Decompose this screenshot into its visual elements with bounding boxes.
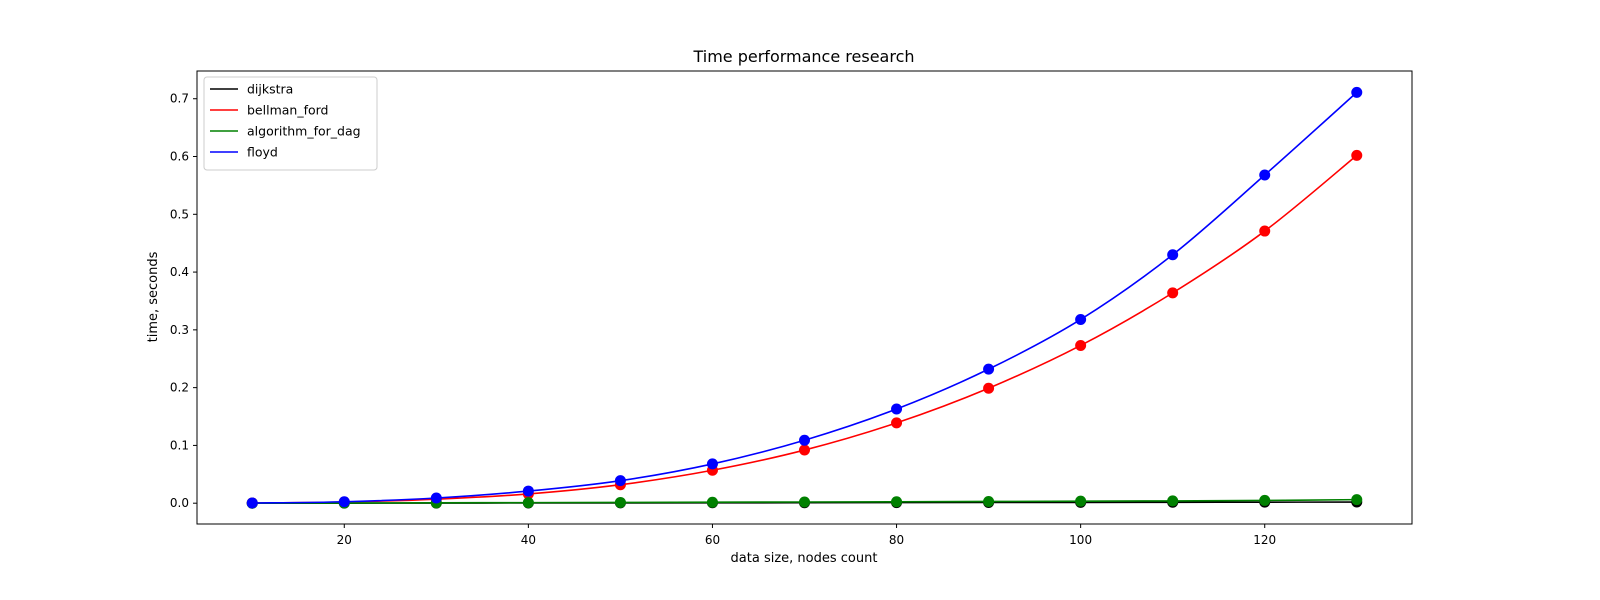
data-point-algorithm_for_dag-60: [706, 496, 718, 508]
y-tick-label: 0.0: [170, 496, 189, 510]
data-point-floyd-30: [430, 492, 442, 504]
data-point-bellman_ford-70: [799, 444, 810, 456]
x-axis-label: data size, nodes count: [731, 551, 878, 566]
data-point-floyd-110: [1167, 249, 1179, 261]
y-tick-label: 0.5: [170, 207, 189, 221]
plot-marks: [246, 86, 1363, 509]
x-tick-label: 100: [1069, 533, 1092, 547]
chart-title: Time performance research: [692, 47, 914, 66]
y-tick-label: 0.3: [170, 323, 189, 337]
data-point-bellman_ford-110: [1167, 287, 1179, 299]
data-point-floyd-40: [522, 485, 534, 497]
data-point-algorithm_for_dag-70: [799, 496, 810, 508]
legend-label-algorithm_for_dag: algorithm_for_dag: [247, 124, 361, 139]
legend: dijkstra bellman_ford algorithm_for_dagflo…: [203, 76, 378, 171]
legend-box: [203, 76, 378, 171]
data-point-bellman_ford-120: [1259, 225, 1271, 237]
y-tick-label: 0.7: [170, 92, 189, 106]
y-tick-label: 0.4: [170, 265, 189, 279]
data-point-algorithm_for_dag-120: [1259, 494, 1271, 506]
y-tick-label: 0.1: [170, 438, 189, 452]
data-point-bellman_ford-90: [983, 382, 995, 394]
legend-label-bellman_ford: bellman_ford: [247, 103, 328, 118]
x-axis-ticks: 20 40 60 80 100 120: [337, 524, 1276, 547]
data-point-bellman_ford-100: [1075, 339, 1087, 351]
y-axis-label: time, seconds: [146, 251, 161, 342]
x-tick-label: 120: [1253, 533, 1276, 547]
x-tick-label: 80: [889, 533, 904, 547]
y-tick-label: 0.6: [170, 150, 189, 164]
data-point-floyd-10: [246, 497, 258, 509]
data-point-floyd-130: [1351, 86, 1363, 98]
data-point-floyd-20: [338, 496, 350, 508]
legend-label-floyd: floyd: [247, 145, 278, 160]
data-point-algorithm_for_dag-50: [614, 496, 626, 508]
data-point-algorithm_for_dag-130: [1351, 494, 1363, 506]
data-point-floyd-60: [706, 458, 718, 470]
data-point-floyd-70: [799, 434, 810, 446]
data-point-algorithm_for_dag-100: [1075, 495, 1087, 507]
data-point-floyd-100: [1075, 313, 1087, 325]
legend-label-dijkstra: dijkstra: [247, 82, 293, 97]
data-point-algorithm_for_dag-90: [983, 495, 995, 507]
y-tick-label: 0.2: [170, 381, 189, 395]
y-axis-ticks: 0.0 0.1 0.2 0.3 0.4 0.5 0.6 0.7: [170, 92, 197, 510]
data-point-floyd-50: [614, 475, 626, 487]
data-point-floyd-120: [1259, 169, 1271, 181]
x-tick-label: 40: [521, 533, 536, 547]
data-point-algorithm_for_dag-40: [522, 497, 534, 509]
data-point-algorithm_for_dag-80: [891, 496, 903, 508]
plot-frame: [196, 70, 1413, 525]
data-point-bellman_ford-130: [1351, 149, 1363, 161]
data-point-floyd-90: [983, 363, 995, 375]
data-point-bellman_ford-80: [891, 417, 903, 429]
x-tick-label: 20: [337, 533, 352, 547]
series-floyd: [246, 86, 1363, 509]
data-point-algorithm_for_dag-110: [1167, 495, 1179, 507]
data-point-floyd-80: [891, 403, 903, 415]
x-tick-label: 60: [705, 533, 720, 547]
